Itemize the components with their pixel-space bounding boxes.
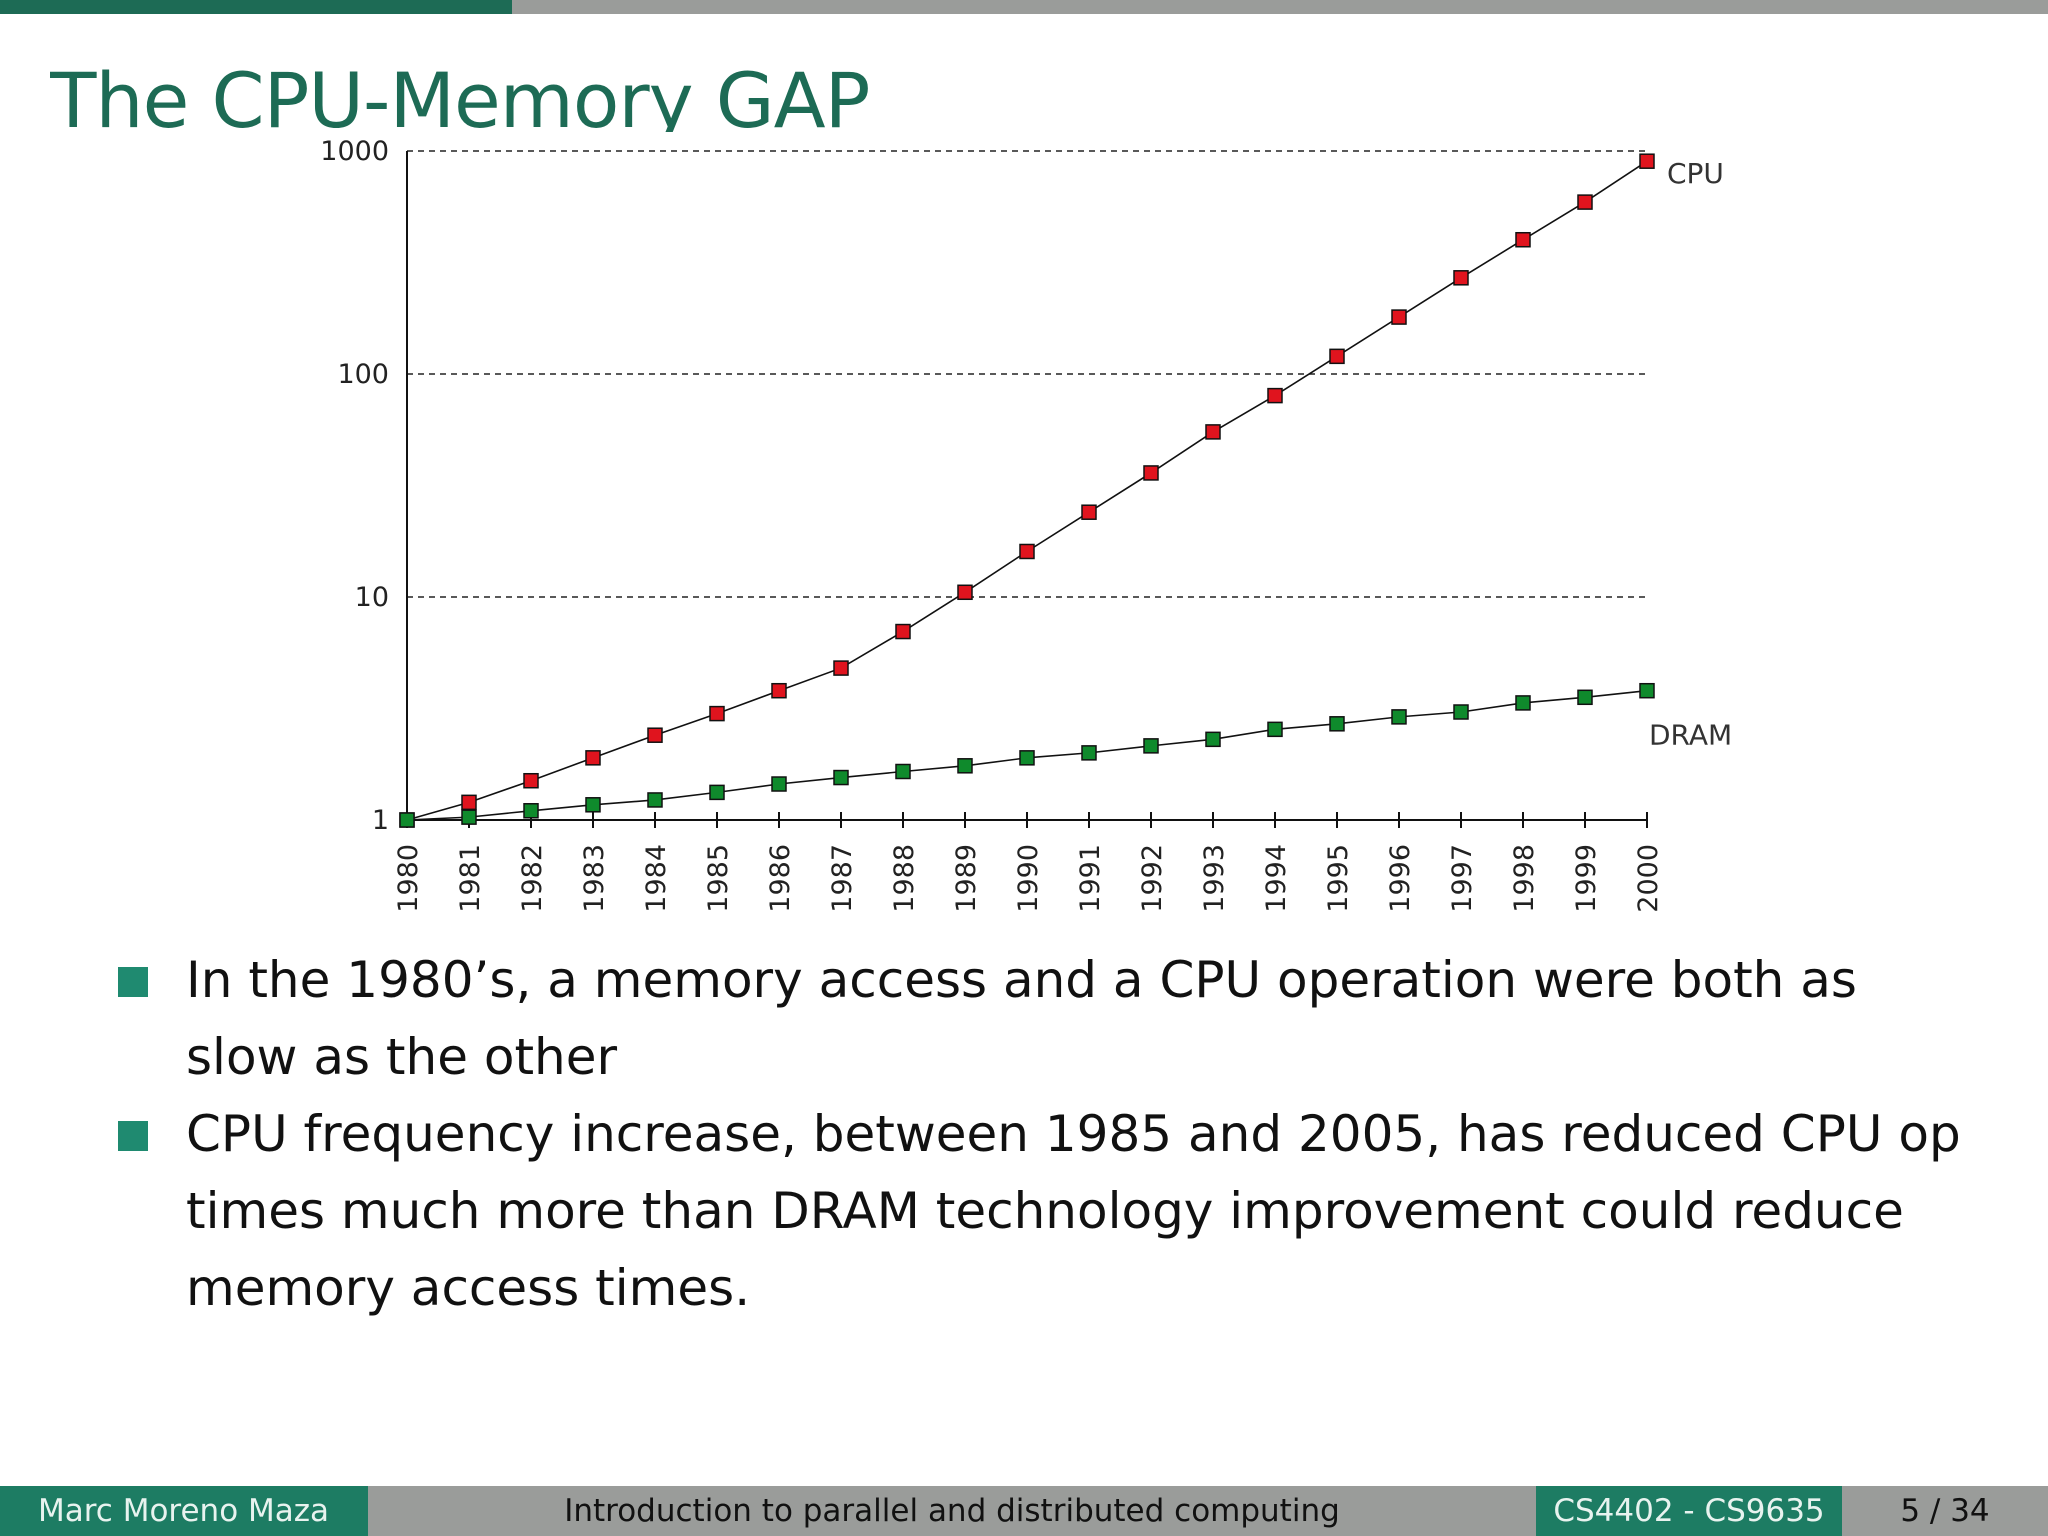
dram-data-point: [709, 784, 725, 801]
dram-data-point: [1577, 689, 1593, 706]
cpu-data-point: [1143, 465, 1159, 481]
x-tick-label: 1999: [1571, 844, 1602, 913]
cpu-data-point: [523, 772, 539, 789]
x-tick-label: 2000: [1633, 844, 1664, 913]
cpu-data-point: [1267, 387, 1283, 404]
bullet-item: In the 1980’s, a memory access and a CPU…: [118, 942, 1978, 1096]
x-tick-label: 1990: [1013, 844, 1044, 913]
x-tick-label: 1994: [1261, 844, 1292, 913]
dram-data-point: [895, 763, 911, 780]
x-tick-label: 1998: [1509, 844, 1540, 913]
dram-data-point: [1143, 738, 1159, 754]
x-tick-label: 1993: [1199, 844, 1230, 913]
cpu-data-point: [771, 682, 787, 699]
x-tick-label: 1988: [889, 844, 920, 913]
x-tick-label: 1986: [765, 844, 796, 913]
cpu-series-line: [406, 160, 1648, 821]
x-tick-label: 1997: [1447, 844, 1478, 913]
dram-data-point: [1515, 695, 1531, 711]
dram-data-point: [957, 758, 973, 774]
x-tick-label: 1989: [951, 844, 982, 913]
dram-data-point: [771, 776, 787, 792]
dram-data-point: [1639, 682, 1655, 699]
cpu-memory-gap-chart: 1 10 100 1000 1980 1981 1982 1983 1984 1985 1986 19…: [320, 136, 1732, 913]
cpu-data-point: [1515, 231, 1531, 248]
cpu-data-point: [957, 584, 973, 601]
dram-data-point: [523, 803, 539, 819]
progress-track: [512, 0, 2048, 14]
cpu-data-point: [1329, 348, 1345, 365]
x-tick-label: 1987: [827, 844, 858, 913]
cpu-data-point: [709, 705, 725, 722]
dram-data-point: [1453, 704, 1469, 720]
x-tick-label: 1995: [1323, 844, 1354, 913]
x-tick-label: 1984: [641, 844, 672, 913]
x-tick-label: 1996: [1385, 844, 1416, 913]
cpu-data-point: [895, 623, 911, 640]
cpu-data-point: [1081, 504, 1097, 520]
cpu-data-point: [585, 750, 601, 766]
footer-course: CS4402 - CS9635: [1536, 1486, 1842, 1536]
cpu-data-point: [1205, 424, 1221, 440]
cpu-data-point: [1453, 270, 1469, 286]
bullet-item: CPU frequency increase, between 1985 and…: [118, 1096, 1978, 1327]
dram-data-point: [461, 809, 477, 825]
slide-title: The CPU-Memory GAP: [50, 58, 870, 132]
bullet-text: CPU frequency increase, between 1985 and…: [186, 1105, 1961, 1317]
progress-bar: [0, 0, 2048, 14]
x-tick-label: 1991: [1075, 844, 1106, 913]
x-tick-label: 1992: [1137, 844, 1168, 913]
y-tick-label: 1000: [320, 136, 389, 167]
cpu-data-point: [1639, 153, 1655, 169]
x-tick-label: 1982: [517, 844, 548, 913]
dram-data-point: [399, 812, 415, 828]
x-tick-label: 1980: [393, 844, 424, 913]
y-tick-label: 100: [337, 359, 389, 390]
bullet-square-icon: [118, 1121, 148, 1151]
y-tick-label: 1: [372, 805, 389, 836]
dram-data-point: [647, 792, 663, 808]
cpu-data-point: [647, 727, 663, 743]
footer-talk-title: Introduction to parallel and distributed…: [368, 1486, 1536, 1536]
bullet-list: In the 1980’s, a memory access and a CPU…: [118, 942, 1978, 1327]
x-tick-label: 1985: [703, 844, 734, 913]
bullet-text: In the 1980’s, a memory access and a CPU…: [186, 951, 1857, 1086]
footer-page-number: 5 / 34: [1842, 1486, 2048, 1536]
dram-series-label: DRAM: [1649, 719, 1732, 752]
cpu-data-point: [833, 660, 849, 676]
cpu-data-point: [1019, 543, 1035, 560]
dram-data-point: [1329, 716, 1345, 732]
cpu-series-label: CPU: [1667, 157, 1724, 190]
bullet-square-icon: [118, 967, 148, 997]
dram-data-point: [833, 769, 849, 786]
cpu-data-point: [461, 794, 477, 811]
x-tick-label: 1981: [455, 844, 486, 913]
dram-data-point: [1391, 709, 1407, 725]
dram-data-point: [1267, 721, 1283, 738]
slide-footer: Marc Moreno Maza Introduction to paralle…: [0, 1486, 2048, 1536]
progress-fill: [0, 0, 512, 14]
x-tick-label: 1983: [579, 844, 610, 913]
dram-data-point: [1019, 750, 1035, 766]
dram-data-point: [1081, 745, 1097, 761]
footer-author: Marc Moreno Maza: [0, 1486, 368, 1536]
cpu-data-point: [1391, 309, 1407, 325]
y-tick-label: 10: [355, 582, 389, 613]
cpu-data-point: [1577, 194, 1593, 210]
dram-data-point: [585, 797, 601, 813]
dram-data-point: [1205, 731, 1221, 748]
